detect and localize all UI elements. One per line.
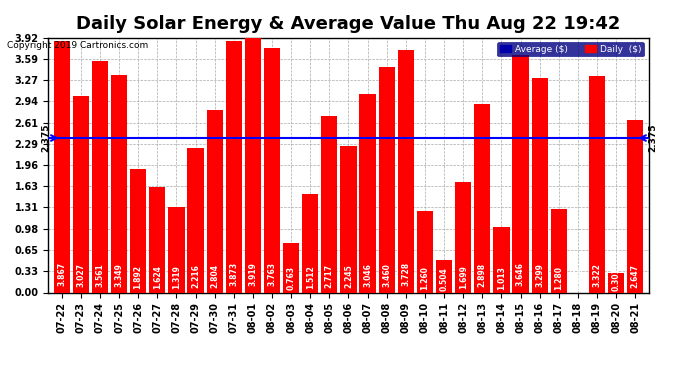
Bar	[226, 40, 242, 292]
Text: 2.375: 2.375	[41, 124, 50, 152]
Text: 1.013: 1.013	[497, 266, 506, 290]
Text: 0.000: 0.000	[573, 267, 582, 291]
Text: 0.504: 0.504	[440, 267, 449, 291]
Text: 3.561: 3.561	[95, 263, 104, 286]
Legend: Average ($), Daily  ($): Average ($), Daily ($)	[497, 42, 644, 56]
Text: 3.322: 3.322	[593, 263, 602, 287]
Bar	[111, 75, 127, 292]
Bar	[322, 116, 337, 292]
Bar	[149, 187, 166, 292]
Text: 3.919: 3.919	[248, 262, 257, 286]
Text: 3.299: 3.299	[535, 263, 544, 287]
Text: 0.301: 0.301	[611, 267, 620, 291]
Bar	[513, 56, 529, 292]
Bar	[493, 226, 509, 292]
Bar	[206, 110, 223, 292]
Text: 3.646: 3.646	[516, 262, 525, 286]
Text: 3.763: 3.763	[268, 262, 277, 286]
Text: 1.319: 1.319	[172, 266, 181, 290]
Bar	[340, 147, 357, 292]
Bar	[455, 182, 471, 292]
Bar	[54, 41, 70, 292]
Bar	[92, 61, 108, 292]
Text: 2.717: 2.717	[325, 264, 334, 288]
Text: 0.763: 0.763	[286, 266, 295, 290]
Bar	[436, 260, 452, 292]
Bar	[627, 120, 643, 292]
Text: 3.027: 3.027	[77, 263, 86, 287]
Text: 3.349: 3.349	[115, 263, 124, 287]
Text: 3.046: 3.046	[363, 263, 372, 287]
Bar	[245, 38, 261, 292]
Bar	[264, 48, 280, 292]
Text: 1.280: 1.280	[554, 266, 563, 290]
Bar	[302, 194, 318, 292]
Text: 2.898: 2.898	[477, 263, 486, 287]
Text: 3.867: 3.867	[57, 262, 66, 286]
Bar	[551, 209, 567, 292]
Title: Daily Solar Energy & Average Value Thu Aug 22 19:42: Daily Solar Energy & Average Value Thu A…	[77, 15, 620, 33]
Text: 2.375: 2.375	[649, 124, 658, 152]
Text: 3.460: 3.460	[382, 263, 391, 287]
Text: 1.512: 1.512	[306, 266, 315, 289]
Bar	[188, 148, 204, 292]
Text: 1.624: 1.624	[152, 265, 161, 289]
Text: 2.647: 2.647	[631, 264, 640, 288]
Text: 3.728: 3.728	[402, 262, 411, 286]
Text: 2.245: 2.245	[344, 264, 353, 288]
Bar	[130, 170, 146, 292]
Bar	[589, 76, 605, 292]
Text: 1.699: 1.699	[459, 265, 468, 289]
Text: 3.873: 3.873	[229, 262, 238, 286]
Bar	[397, 50, 414, 292]
Text: 1.260: 1.260	[420, 266, 429, 290]
Bar	[531, 78, 548, 292]
Text: 1.892: 1.892	[134, 265, 143, 289]
Text: 2.216: 2.216	[191, 264, 200, 288]
Bar	[379, 68, 395, 292]
Bar	[417, 210, 433, 292]
Text: 2.804: 2.804	[210, 264, 219, 288]
Bar	[283, 243, 299, 292]
Bar	[168, 207, 184, 292]
Bar	[474, 104, 491, 292]
Text: Copyright 2019 Cartronics.com: Copyright 2019 Cartronics.com	[7, 41, 148, 50]
Bar	[72, 96, 89, 292]
Bar	[608, 273, 624, 292]
Bar	[359, 94, 375, 292]
